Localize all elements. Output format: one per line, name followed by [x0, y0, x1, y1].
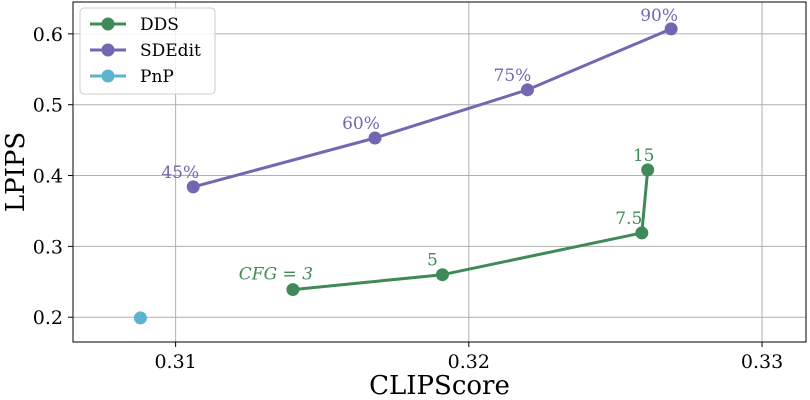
- x-tick-label: 0.31: [154, 351, 196, 373]
- y-tick-label: 0.5: [33, 95, 63, 117]
- legend-swatch-marker: [101, 43, 115, 57]
- point-sdedit: [368, 131, 382, 145]
- legend-item-dds: DDS: [90, 15, 179, 35]
- series-sdedit: 45% 60% 75% 90%: [161, 6, 678, 194]
- series-line-sdedit: [192, 27, 672, 189]
- ticks: 0.31 0.32 0.33 0.2 0.3 0.4 0.5 0.6: [33, 24, 783, 373]
- legend-item-sdedit: SDEdit: [90, 41, 201, 61]
- grid: [73, 2, 806, 342]
- x-axis-label: CLIPScore: [369, 371, 510, 400]
- y-tick-label: 0.6: [33, 24, 63, 46]
- data-label-sdedit: 60%: [342, 114, 380, 134]
- series-layer: CFG = 3 5 7.5 15 45% 60% 75% 90%: [133, 6, 678, 325]
- point-dds: [641, 163, 655, 177]
- series-dds: CFG = 3 5 7.5 15: [239, 146, 655, 297]
- data-label-dds: 5: [427, 251, 438, 271]
- point-dds: [286, 283, 300, 297]
- legend-swatch-marker: [101, 17, 115, 31]
- point-dds: [435, 268, 449, 282]
- point-pnp: [133, 311, 147, 325]
- point-sdedit: [186, 180, 200, 194]
- legend-label: DDS: [140, 15, 179, 35]
- legend-label: SDEdit: [140, 41, 201, 61]
- data-label-sdedit: 45%: [161, 163, 199, 183]
- y-tick-label: 0.4: [33, 166, 63, 188]
- series-pnp: [133, 311, 147, 325]
- x-tick-label: 0.32: [448, 351, 490, 373]
- legend-item-pnp: PnP: [90, 67, 174, 87]
- x-tick-label: 0.33: [741, 351, 783, 373]
- y-tick-label: 0.3: [33, 236, 63, 258]
- legend: DDS SDEdit PnP: [79, 7, 216, 95]
- plot-frame: [72, 1, 807, 343]
- data-label-dds: CFG = 3: [239, 265, 313, 285]
- series-line-dds: [292, 169, 650, 292]
- legend-box: [79, 7, 216, 95]
- point-sdedit: [520, 83, 534, 97]
- y-axis-label: LPIPS: [1, 132, 31, 212]
- data-label-dds: 15: [633, 146, 655, 166]
- data-label-sdedit: 75%: [494, 66, 532, 86]
- y-tick-label: 0.2: [33, 307, 63, 329]
- data-label-dds: 7.5: [615, 209, 642, 229]
- point-sdedit: [664, 22, 678, 36]
- data-label-sdedit: 90%: [640, 6, 678, 26]
- legend-label: PnP: [140, 67, 174, 87]
- point-dds: [635, 226, 649, 240]
- legend-swatch-marker: [101, 69, 115, 83]
